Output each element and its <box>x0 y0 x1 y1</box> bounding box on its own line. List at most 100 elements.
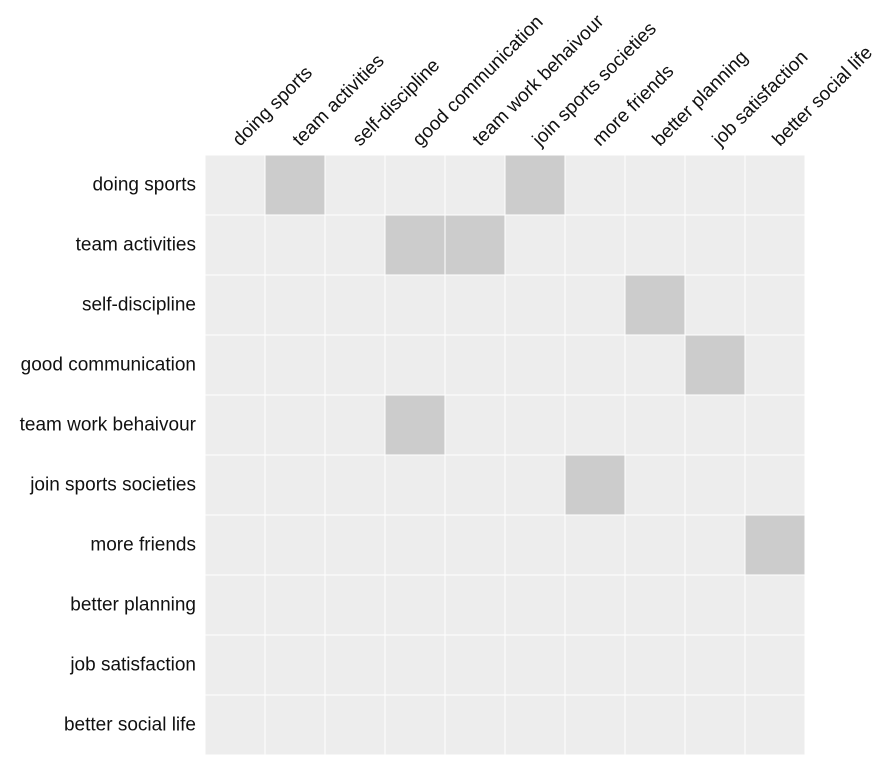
matrix-cell <box>204 454 266 516</box>
matrix-cell <box>444 634 506 696</box>
matrix-cell <box>744 694 806 756</box>
matrix-cell <box>444 274 506 336</box>
matrix-cell <box>324 514 386 576</box>
matrix-cell-linked <box>564 454 626 516</box>
matrix-cell <box>384 694 446 756</box>
matrix-cells <box>204 154 806 756</box>
matrix-cell <box>384 274 446 336</box>
matrix-cell <box>264 574 326 636</box>
matrix-cell <box>204 574 266 636</box>
matrix-cell <box>264 334 326 396</box>
matrix-cell-linked <box>504 154 566 216</box>
matrix-cell <box>684 634 746 696</box>
matrix-cell <box>504 214 566 276</box>
matrix-cell <box>324 154 386 216</box>
matrix-cell <box>744 394 806 456</box>
matrix-cell <box>204 514 266 576</box>
matrix-cell <box>624 214 686 276</box>
matrix-cell <box>684 214 746 276</box>
matrix-cell <box>684 274 746 336</box>
matrix-cell <box>324 394 386 456</box>
matrix-cell <box>264 634 326 696</box>
matrix-cell <box>684 514 746 576</box>
matrix-cell <box>744 214 806 276</box>
matrix-cell <box>684 574 746 636</box>
matrix-cell-linked <box>384 394 446 456</box>
matrix-cell <box>744 154 806 216</box>
matrix-cell <box>624 454 686 516</box>
row-label: self-discipline <box>82 295 196 316</box>
row-label: better planning <box>70 595 196 616</box>
matrix-cell <box>264 514 326 576</box>
matrix-cell <box>564 394 626 456</box>
matrix-cell <box>624 394 686 456</box>
row-label: doing sports <box>92 175 196 196</box>
matrix-cell <box>624 694 686 756</box>
matrix-cell <box>564 574 626 636</box>
row-label: join sports societies <box>29 475 196 496</box>
matrix-cell <box>504 334 566 396</box>
row-labels: doing sports team activities self-discipli… <box>20 175 197 736</box>
matrix-cell <box>684 694 746 756</box>
matrix-cell <box>504 514 566 576</box>
matrix-cell-linked <box>624 274 686 336</box>
row-label: more friends <box>90 535 196 556</box>
matrix-cell <box>744 634 806 696</box>
matrix-cell <box>684 454 746 516</box>
matrix-cell <box>504 394 566 456</box>
matrix-cell <box>384 454 446 516</box>
matrix-cell <box>384 634 446 696</box>
matrix-cell <box>264 214 326 276</box>
matrix-cell <box>624 334 686 396</box>
matrix-cell <box>444 154 506 216</box>
matrix-cell <box>744 574 806 636</box>
row-label: team work behaivour <box>20 415 197 436</box>
matrix-cell-linked <box>744 514 806 576</box>
matrix-cell <box>264 274 326 336</box>
matrix-cell <box>564 214 626 276</box>
matrix-cell <box>264 394 326 456</box>
matrix-cell <box>264 454 326 516</box>
matrix-cell <box>324 634 386 696</box>
matrix-cell <box>204 274 266 336</box>
matrix-cell <box>444 694 506 756</box>
matrix-cell <box>324 574 386 636</box>
matrix-cell <box>504 634 566 696</box>
matrix-cell <box>324 454 386 516</box>
matrix-cell <box>564 694 626 756</box>
matrix-cell <box>564 634 626 696</box>
matrix-cell <box>564 154 626 216</box>
matrix-cell <box>324 274 386 336</box>
matrix-cell <box>384 574 446 636</box>
matrix-cell <box>324 334 386 396</box>
matrix-cell <box>444 454 506 516</box>
row-label: job satisfaction <box>69 655 196 676</box>
matrix-cell <box>204 334 266 396</box>
matrix-cell <box>744 274 806 336</box>
matrix-cell <box>684 154 746 216</box>
matrix-cell <box>744 454 806 516</box>
matrix-cell <box>624 514 686 576</box>
matrix-cell <box>684 394 746 456</box>
matrix-cell <box>204 634 266 696</box>
matrix-cell <box>384 334 446 396</box>
row-label: good communication <box>21 355 196 376</box>
matrix-cell <box>264 694 326 756</box>
matrix-cell-linked <box>264 154 326 216</box>
matrix-cell <box>444 394 506 456</box>
matrix-cell <box>504 454 566 516</box>
matrix-cell <box>324 214 386 276</box>
matrix-cell-linked <box>444 214 506 276</box>
matrix-cell <box>504 274 566 336</box>
matrix-cell <box>564 274 626 336</box>
matrix-cell <box>204 394 266 456</box>
matrix-cell <box>564 334 626 396</box>
matrix-cell <box>504 694 566 756</box>
matrix-cell <box>324 694 386 756</box>
matrix-cell <box>204 154 266 216</box>
matrix-cell <box>444 334 506 396</box>
matrix-cell <box>384 514 446 576</box>
matrix-cell <box>204 214 266 276</box>
